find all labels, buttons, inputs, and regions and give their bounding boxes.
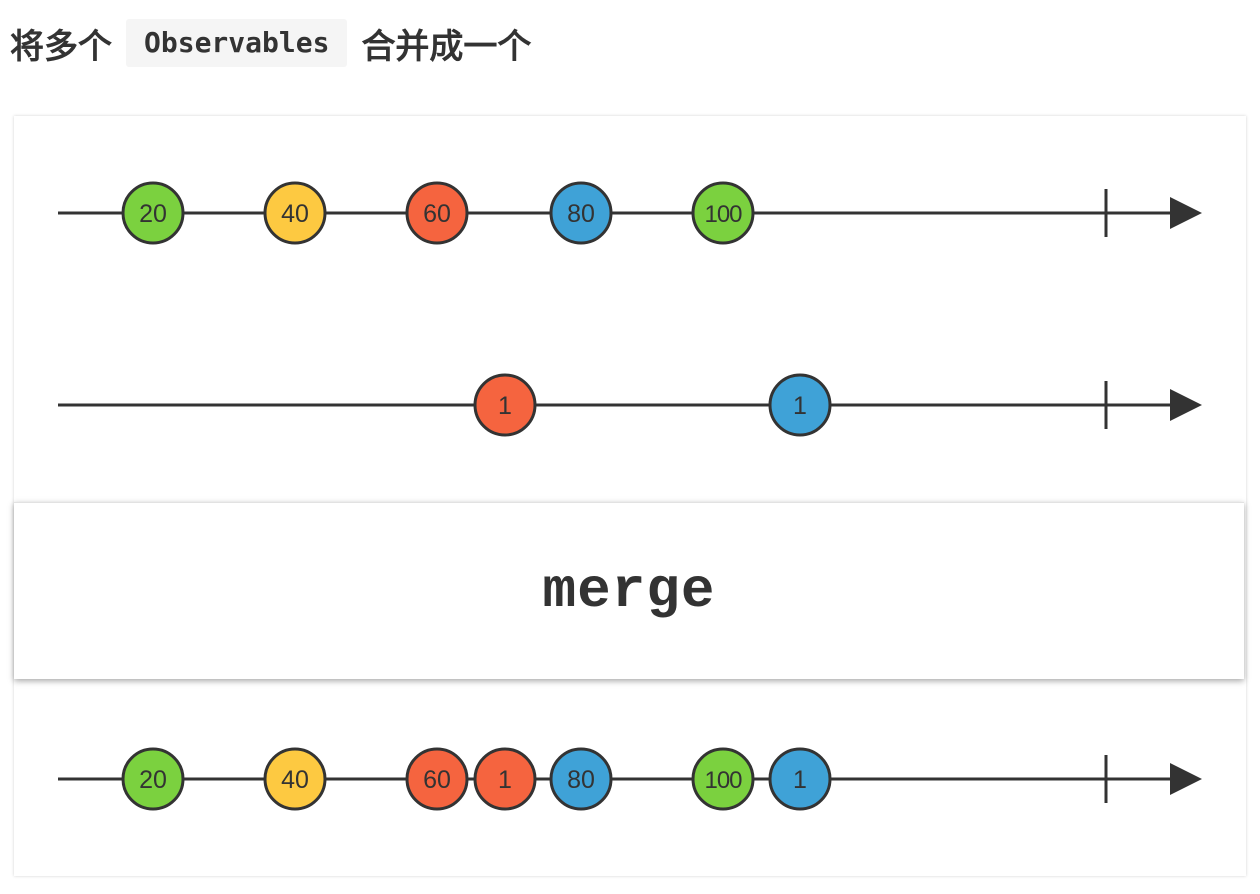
marble: 60 bbox=[405, 181, 469, 245]
marble-diagram-card bbox=[14, 116, 1246, 876]
marble-label: 1 bbox=[793, 766, 807, 794]
marble-circle bbox=[263, 747, 327, 811]
timeline-arrowhead bbox=[1170, 763, 1202, 795]
marble: 1 bbox=[473, 373, 537, 437]
marble: 100 bbox=[691, 181, 755, 245]
heading-text-after: 合并成一个 bbox=[361, 26, 532, 67]
marble-label: 1 bbox=[793, 392, 807, 420]
marble: 60 bbox=[405, 747, 469, 811]
marble-circle bbox=[473, 373, 537, 437]
marble-circle bbox=[121, 747, 185, 811]
marble: 1 bbox=[768, 373, 832, 437]
marble-circle bbox=[405, 181, 469, 245]
merge-operator-box: merge bbox=[14, 502, 1244, 679]
marble-circle bbox=[768, 747, 832, 811]
marble-label: 1 bbox=[498, 392, 512, 420]
marble-label: 100 bbox=[704, 201, 742, 228]
marble-circle bbox=[473, 747, 537, 811]
marble-circle bbox=[263, 181, 327, 245]
marble: 1 bbox=[768, 747, 832, 811]
marble: 80 bbox=[549, 181, 613, 245]
timeline-arrowhead bbox=[1170, 389, 1202, 421]
marble-label: 40 bbox=[281, 200, 309, 228]
marble-label: 20 bbox=[139, 766, 167, 794]
marble-label: 80 bbox=[567, 766, 595, 794]
marble: 1 bbox=[473, 747, 537, 811]
marble: 80 bbox=[549, 747, 613, 811]
marble: 40 bbox=[263, 747, 327, 811]
marble-label: 20 bbox=[139, 200, 167, 228]
marble-label: 100 bbox=[704, 767, 742, 794]
marble: 20 bbox=[121, 747, 185, 811]
marble: 100 bbox=[691, 747, 755, 811]
marble-label: 80 bbox=[567, 200, 595, 228]
marble-circle bbox=[121, 181, 185, 245]
timeline-input-1: 20 40 60 80 100 bbox=[58, 181, 1202, 245]
page-heading: 将多个 Observables 合并成一个 bbox=[10, 14, 531, 72]
marble: 20 bbox=[121, 181, 185, 245]
marble-circle bbox=[691, 181, 755, 245]
heading-text-before: 将多个 bbox=[10, 26, 112, 67]
operator-label: merge bbox=[542, 559, 716, 623]
marble-circle bbox=[768, 373, 832, 437]
marble-label: 1 bbox=[498, 766, 512, 794]
timeline-arrowhead bbox=[1170, 197, 1202, 229]
heading-code-observables: Observables bbox=[126, 19, 348, 67]
marble-circle bbox=[549, 747, 613, 811]
marble-label: 60 bbox=[423, 766, 451, 794]
marble-label: 60 bbox=[423, 200, 451, 228]
marble: 40 bbox=[263, 181, 327, 245]
marble-circle bbox=[405, 747, 469, 811]
marble-label: 40 bbox=[281, 766, 309, 794]
marble-circle bbox=[549, 181, 613, 245]
timeline-output: 20 40 60 1 80 100 1 bbox=[58, 747, 1202, 811]
marble-circle bbox=[691, 747, 755, 811]
